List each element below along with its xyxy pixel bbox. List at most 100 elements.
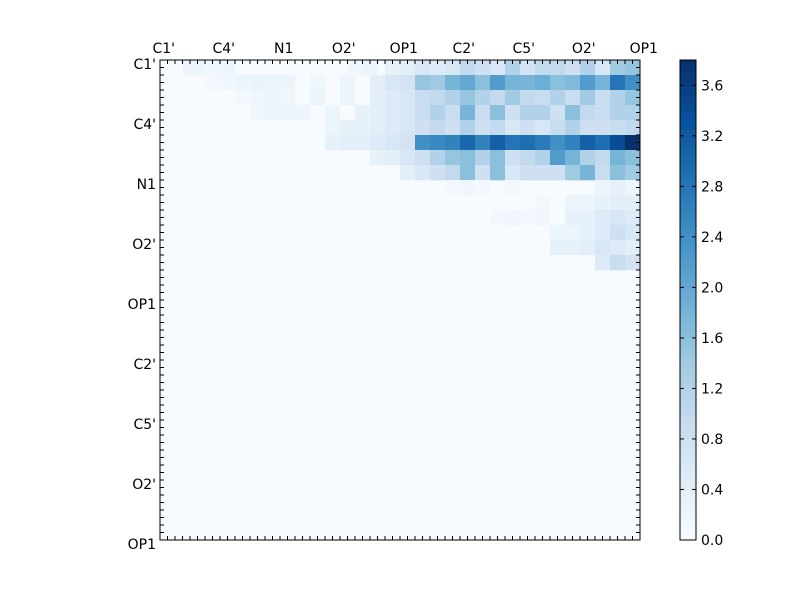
heatmap-cell [392, 150, 401, 158]
heatmap-cell [617, 75, 626, 83]
heatmap-cell [550, 67, 558, 76]
heatmap-cell [257, 90, 266, 98]
heatmap-cell [460, 135, 468, 143]
heatmap-cell [482, 112, 491, 121]
heatmap-cell [497, 165, 506, 173]
heatmap-cell [580, 90, 588, 98]
heatmap-cell [625, 157, 633, 166]
heatmap-cell [595, 90, 603, 98]
heatmap-cell [617, 150, 626, 158]
heatmap-cell [587, 97, 596, 106]
heatmap-cell [415, 127, 423, 136]
heatmap-cell [422, 135, 431, 143]
heatmap-cell [482, 105, 491, 113]
heatmap-cell [265, 112, 273, 121]
heatmap-cell [602, 142, 611, 151]
heatmap-cell [587, 165, 596, 173]
y-tick-labels: C1' C4' N1 O2' OP1 C2' C5' O2' OP1 [128, 57, 156, 553]
heatmap-cell [505, 112, 513, 121]
heatmap-cell [602, 232, 611, 241]
heatmap-cell [430, 60, 438, 68]
heatmap-cell [445, 135, 453, 143]
heatmap-cell [205, 82, 213, 91]
heatmap-cell [415, 67, 423, 76]
heatmap-cell [610, 187, 618, 196]
heatmap-cell [565, 217, 573, 226]
heatmap-cell [242, 75, 251, 83]
heatmap-cell [505, 90, 513, 98]
heatmap-cell [407, 135, 416, 143]
heatmap-cell [212, 60, 221, 68]
heatmap-cell [572, 217, 581, 226]
heatmap-cell [587, 82, 596, 91]
heatmap-cell [625, 105, 633, 113]
heatmap-cell [497, 172, 506, 181]
heatmap-cell [565, 97, 573, 106]
heatmap-cell [602, 262, 611, 271]
heatmap-cell [587, 202, 596, 211]
heatmap-cell [527, 60, 536, 68]
heatmap-cell [557, 60, 566, 68]
heatmap-cell [212, 82, 221, 91]
heatmap-cell [602, 127, 611, 136]
heatmap-cell [190, 67, 198, 76]
heatmap-cell [242, 90, 251, 98]
heatmap-cell [430, 150, 438, 158]
heatmap-cell [505, 165, 513, 173]
heatmap-cell [505, 150, 513, 158]
heatmap-cell [197, 67, 206, 76]
heatmap-cell [572, 142, 581, 151]
heatmap-cell [602, 75, 611, 83]
heatmap-cell [400, 97, 408, 106]
heatmap-cell [437, 97, 446, 106]
heatmap-cell [392, 127, 401, 136]
heatmap-cell [385, 67, 393, 76]
heatmap-cell [497, 105, 506, 113]
heatmap-cell [542, 112, 551, 121]
heatmap-cell [370, 90, 378, 98]
heatmap-cell [190, 60, 198, 68]
heatmap-cell [265, 105, 273, 113]
heatmap-cell [475, 67, 483, 76]
heatmap-cell [497, 135, 506, 143]
heatmap-cell [512, 112, 521, 121]
heatmap-cell [272, 97, 281, 106]
heatmap-cell [595, 225, 603, 233]
heatmap-cell [445, 187, 453, 196]
heatmap-cell [610, 112, 618, 121]
heatmap-cell [565, 195, 573, 203]
heatmap-cell [535, 165, 543, 173]
heatmap-cell [550, 60, 558, 68]
heatmap-cell [632, 210, 641, 218]
heatmap-cell [550, 105, 558, 113]
heatmap-cell [542, 127, 551, 136]
heatmap-cell [392, 120, 401, 128]
heatmap-cell [550, 90, 558, 98]
heatmap-cell [272, 82, 281, 91]
heatmap-cell [377, 135, 386, 143]
heatmap-cell [512, 67, 521, 76]
y-tick-label: C1' [133, 57, 156, 73]
heatmap-cell [430, 67, 438, 76]
heatmap-cell [610, 232, 618, 241]
heatmap-cell [280, 82, 288, 91]
heatmap-cell [497, 112, 506, 121]
heatmap-cell [377, 142, 386, 151]
x-tick-label: C2' [452, 41, 475, 57]
heatmap-cell [632, 150, 641, 158]
colorbar-tick-label: 1.2 [701, 381, 723, 397]
heatmap-cell [617, 202, 626, 211]
heatmap-cell [632, 67, 641, 76]
heatmap-cell [565, 225, 573, 233]
heatmap-cell [595, 255, 603, 263]
heatmap-cell [422, 127, 431, 136]
heatmap-cell [497, 127, 506, 136]
heatmap-cell [362, 135, 371, 143]
heatmap-cell [242, 97, 251, 106]
heatmap-cell [355, 112, 363, 121]
heatmap-cell [625, 127, 633, 136]
heatmap-cell [467, 180, 476, 188]
heatmap-cell [625, 240, 633, 248]
heatmap-cell [595, 210, 603, 218]
heatmap-cell [437, 120, 446, 128]
